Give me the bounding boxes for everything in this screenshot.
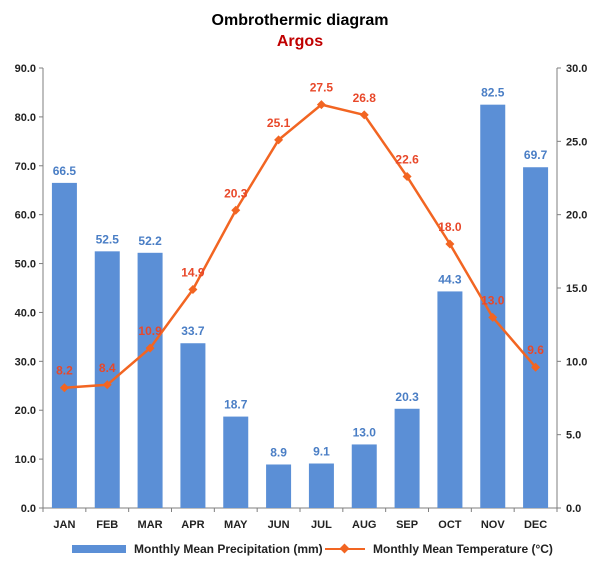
left-axis-tick-labels: 0.0 10.0 20.0 30.0 40.0 50.0 60.0 70.0 80.0 90.0 <box>15 63 36 515</box>
precipitation-bar <box>180 343 206 508</box>
right-axis-tick-label: 10.0 <box>566 356 587 368</box>
ombrothermic-chart: 66.5 52.5 52.2 33.7 18.7 8.9 9.1 13.0 20.3 44.3 82… <box>15 63 588 531</box>
temperature-data-labels: 8.2 8.4 10.9 14.9 20.3 25.1 27.5 26.8 22.6 18.0 13… <box>56 81 544 378</box>
precipitation-bar <box>394 408 420 508</box>
legend-swatch-temperature <box>325 543 365 555</box>
temperature-point-marker <box>231 205 241 215</box>
x-axis-tick-label: AUG <box>352 519 376 531</box>
left-axis-tick-label: 50.0 <box>15 259 36 271</box>
x-axis-tick-label: JAN <box>53 519 75 531</box>
precipitation-data-labels: 66.5 52.5 52.2 33.7 18.7 8.9 9.1 13.0 20.3 44.3 82… <box>53 86 548 460</box>
precipitation-bar <box>137 252 163 508</box>
precipitation-data-label: 52.5 <box>96 232 120 246</box>
right-axis-tick-labels: 0.0 5.0 10.0 15.0 20.0 25.0 30.0 <box>566 63 587 515</box>
temperature-data-label: 13.0 <box>481 293 505 307</box>
precipitation-data-label: 82.5 <box>481 86 505 100</box>
right-axis-tick-label: 5.0 <box>566 430 581 442</box>
precipitation-data-label: 8.9 <box>270 445 287 459</box>
precipitation-data-label: 69.7 <box>524 148 548 162</box>
right-axis-tick-label: 15.0 <box>566 283 587 295</box>
temperature-point-marker <box>316 100 326 110</box>
precipitation-bars <box>51 104 549 509</box>
precipitation-bar <box>94 251 120 509</box>
precipitation-data-label: 9.1 <box>313 445 330 459</box>
precipitation-bar <box>308 463 334 508</box>
x-axis-tick-label: JUL <box>311 519 332 531</box>
precipitation-bar <box>266 464 292 508</box>
precipitation-bar <box>223 416 249 508</box>
temperature-point-marker <box>488 312 498 322</box>
legend-swatch-precipitation <box>72 545 126 553</box>
legend-item-precipitation: Monthly Mean Precipitation (mm) <box>72 542 323 556</box>
temperature-point-marker <box>59 383 69 393</box>
temperature-series-line <box>64 103 537 389</box>
temperature-point-marker <box>188 284 198 294</box>
x-axis-tick-label: SEP <box>396 519 418 531</box>
precipitation-data-label: 66.5 <box>53 164 77 178</box>
temperature-point-marker <box>145 343 155 353</box>
legend-label-precipitation: Monthly Mean Precipitation (mm) <box>134 542 323 556</box>
temperature-data-label: 26.8 <box>353 91 377 105</box>
temperature-point-marker <box>445 239 455 249</box>
right-axis-tick-label: 25.0 <box>566 136 587 148</box>
x-axis-tick-label: DEC <box>524 519 547 531</box>
left-axis-tick-label: 70.0 <box>15 161 36 173</box>
temperature-data-label: 18.0 <box>438 220 462 234</box>
precipitation-data-label: 20.3 <box>395 390 419 404</box>
left-axis-tick-label: 20.0 <box>15 405 36 417</box>
precipitation-bar <box>351 444 377 508</box>
x-axis-tick-label: MAR <box>138 519 163 531</box>
left-axis-tick-label: 60.0 <box>15 210 36 222</box>
x-axis-tick-label: FEB <box>96 519 118 531</box>
chart-title: Ombrothermic diagram <box>211 12 389 29</box>
temperature-line <box>59 100 541 393</box>
temperature-point-marker <box>102 380 112 390</box>
precipitation-bar <box>437 291 463 508</box>
left-axis-tick-label: 0.0 <box>21 503 36 515</box>
x-axis-tick-label: APR <box>181 519 204 531</box>
temperature-point-marker <box>274 135 284 145</box>
x-axis-tick-labels: JAN FEB MAR APR MAY JUN JUL AUG SEP OCT NOV DEC <box>53 519 547 531</box>
precipitation-bar <box>51 182 77 508</box>
left-axis-tick-label: 10.0 <box>15 454 36 466</box>
temperature-data-label: 9.6 <box>527 343 544 357</box>
precipitation-data-label: 52.2 <box>138 234 162 248</box>
temperature-data-label: 14.9 <box>181 265 205 279</box>
precipitation-data-label: 13.0 <box>353 425 377 439</box>
left-axis-tick-label: 30.0 <box>15 356 36 368</box>
left-axis-tick-label: 80.0 <box>15 112 36 124</box>
x-axis-tick-label: NOV <box>481 519 506 531</box>
right-axis-tick-label: 20.0 <box>566 210 587 222</box>
chart-subtitle: Argos <box>276 33 324 50</box>
temperature-point-marker <box>359 110 369 120</box>
precipitation-bar <box>480 104 506 509</box>
chart-legend: Monthly Mean Precipitation (mm) Monthly … <box>0 542 600 562</box>
temperature-data-label: 22.6 <box>395 153 419 167</box>
x-axis-tick-label: JUN <box>268 519 290 531</box>
left-axis-tick-label: 90.0 <box>15 63 36 75</box>
chart-axes <box>39 67 561 512</box>
x-axis-tick-label: MAY <box>224 519 248 531</box>
left-axis-tick-label: 40.0 <box>15 307 36 319</box>
precipitation-data-label: 18.7 <box>224 398 248 412</box>
temperature-data-label: 8.4 <box>99 361 116 375</box>
precipitation-data-label: 33.7 <box>181 324 205 338</box>
legend-item-temperature: Monthly Mean Temperature (°C) <box>325 542 553 556</box>
right-axis-tick-label: 0.0 <box>566 503 581 515</box>
temperature-data-label: 25.1 <box>267 116 291 130</box>
right-axis-tick-label: 30.0 <box>566 63 587 75</box>
temperature-data-label: 20.3 <box>224 186 248 200</box>
temperature-data-label: 8.2 <box>56 364 73 378</box>
precipitation-bar <box>523 167 549 508</box>
temperature-data-label: 10.9 <box>138 324 162 338</box>
x-axis-tick-label: OCT <box>438 519 462 531</box>
precipitation-data-label: 44.3 <box>438 272 462 286</box>
temperature-point-marker <box>531 362 541 372</box>
legend-label-temperature: Monthly Mean Temperature (°C) <box>373 542 553 556</box>
temperature-point-marker <box>402 172 412 182</box>
temperature-data-label: 27.5 <box>310 81 334 95</box>
